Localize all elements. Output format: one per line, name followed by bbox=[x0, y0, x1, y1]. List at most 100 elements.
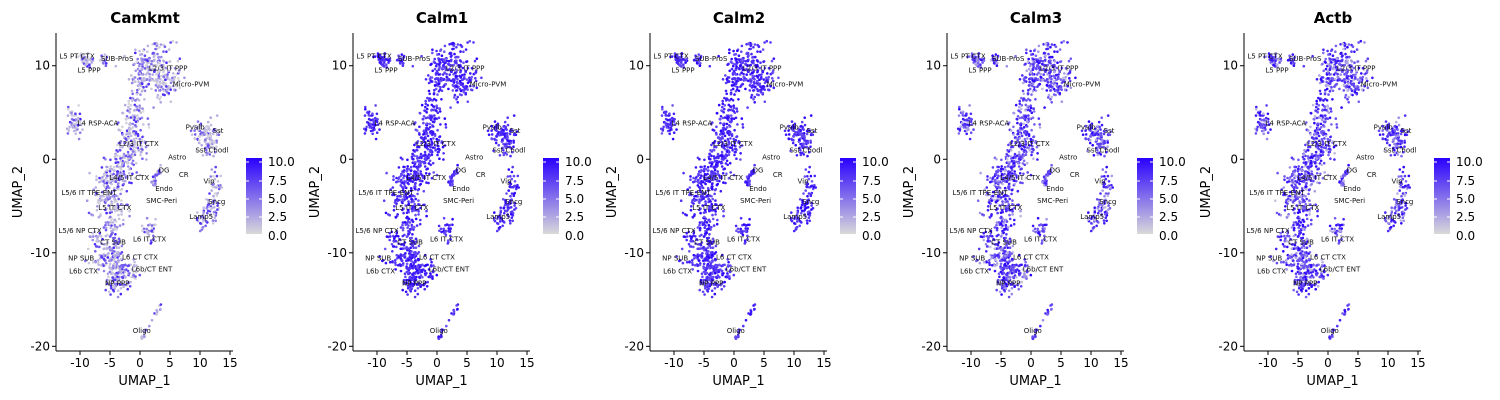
umap-point bbox=[374, 104, 377, 107]
umap-point bbox=[116, 275, 119, 279]
panel-title: Calm3 bbox=[1010, 9, 1062, 27]
umap-point bbox=[732, 49, 735, 53]
umap-point bbox=[111, 231, 114, 235]
umap-point bbox=[806, 154, 809, 158]
umap-point bbox=[752, 85, 755, 88]
umap-point bbox=[720, 109, 723, 112]
umap-point bbox=[813, 174, 817, 178]
y-tick-label: 10 bbox=[332, 59, 347, 73]
umap-point bbox=[136, 84, 140, 87]
umap-point bbox=[455, 45, 458, 49]
umap-point bbox=[123, 270, 127, 274]
x-axis-label: UMAP_1 bbox=[712, 374, 764, 389]
umap-point bbox=[209, 123, 213, 127]
umap-point bbox=[475, 57, 479, 60]
umap-point bbox=[137, 149, 140, 152]
umap-point bbox=[135, 171, 138, 174]
umap-point bbox=[692, 180, 695, 184]
umap-point bbox=[708, 273, 711, 277]
umap-point bbox=[393, 259, 397, 262]
umap-point bbox=[419, 182, 422, 186]
umap-point bbox=[435, 104, 438, 107]
umap-point bbox=[113, 223, 117, 227]
umap-point bbox=[417, 213, 420, 216]
umap-point bbox=[137, 99, 141, 102]
umap-point bbox=[129, 134, 133, 138]
umap-point bbox=[744, 59, 748, 63]
umap-point bbox=[507, 189, 510, 192]
umap-point bbox=[1053, 60, 1057, 63]
umap-point bbox=[201, 225, 205, 229]
umap-point bbox=[102, 253, 106, 256]
umap-point bbox=[140, 335, 143, 338]
umap-point bbox=[407, 200, 410, 203]
umap-point bbox=[810, 180, 814, 183]
umap-point bbox=[397, 166, 401, 169]
umap-point bbox=[440, 67, 444, 70]
umap-point bbox=[1028, 80, 1031, 84]
umap-point bbox=[112, 189, 116, 193]
umap-point bbox=[132, 137, 136, 141]
umap-point bbox=[1027, 57, 1030, 61]
umap-point bbox=[722, 168, 725, 171]
umap-point bbox=[721, 99, 724, 103]
umap-point bbox=[411, 220, 415, 223]
umap-point bbox=[101, 61, 105, 65]
umap-point bbox=[176, 59, 180, 63]
umap-point bbox=[117, 173, 121, 177]
umap-point bbox=[665, 126, 669, 129]
umap-point bbox=[102, 264, 105, 268]
umap-point bbox=[131, 150, 135, 153]
umap-point bbox=[163, 83, 166, 86]
umap-point bbox=[507, 168, 511, 171]
umap-point bbox=[123, 103, 127, 107]
umap-point bbox=[707, 227, 711, 230]
legend-tick-label: 5.0 bbox=[862, 192, 881, 206]
cluster-label: L4/5 IT CTX bbox=[406, 174, 446, 182]
x-tick-label: 10 bbox=[192, 356, 207, 370]
umap-point bbox=[116, 289, 120, 293]
umap-point bbox=[807, 170, 811, 174]
umap-point bbox=[87, 211, 91, 215]
umap-point bbox=[666, 118, 669, 122]
umap-point bbox=[162, 60, 166, 63]
umap-point bbox=[1059, 60, 1063, 63]
umap-point bbox=[708, 64, 712, 68]
umap-point bbox=[155, 81, 159, 84]
umap-point bbox=[434, 149, 437, 152]
umap-point bbox=[806, 194, 809, 198]
umap-point bbox=[802, 192, 805, 195]
cluster-label: CR bbox=[179, 171, 189, 179]
umap-point bbox=[442, 85, 445, 88]
umap-point bbox=[214, 219, 217, 223]
umap-point bbox=[437, 224, 441, 228]
umap-point bbox=[367, 121, 370, 125]
umap-point bbox=[696, 247, 699, 251]
umap-point bbox=[198, 229, 202, 233]
umap-point bbox=[469, 72, 472, 75]
umap-point bbox=[682, 171, 685, 175]
umap-point bbox=[163, 93, 166, 97]
umap-point bbox=[432, 60, 436, 63]
umap-point bbox=[668, 112, 671, 115]
umap-point bbox=[711, 246, 715, 249]
umap-point bbox=[739, 227, 742, 231]
umap-point bbox=[119, 177, 123, 180]
umap-point bbox=[736, 49, 739, 53]
umap-point bbox=[158, 85, 161, 88]
umap-point bbox=[166, 77, 169, 80]
umap-point bbox=[1064, 75, 1068, 79]
umap-point bbox=[738, 73, 742, 76]
umap-point bbox=[421, 117, 425, 121]
umap-point bbox=[440, 335, 443, 338]
umap-point bbox=[736, 80, 739, 83]
umap-point bbox=[147, 123, 150, 126]
umap-point bbox=[109, 178, 112, 181]
umap-point bbox=[716, 182, 719, 186]
umap-point bbox=[119, 166, 122, 170]
umap-point bbox=[806, 222, 809, 225]
umap-point bbox=[135, 105, 138, 108]
umap-point bbox=[504, 125, 507, 129]
umap-point bbox=[470, 75, 474, 79]
umap-point bbox=[128, 122, 131, 126]
